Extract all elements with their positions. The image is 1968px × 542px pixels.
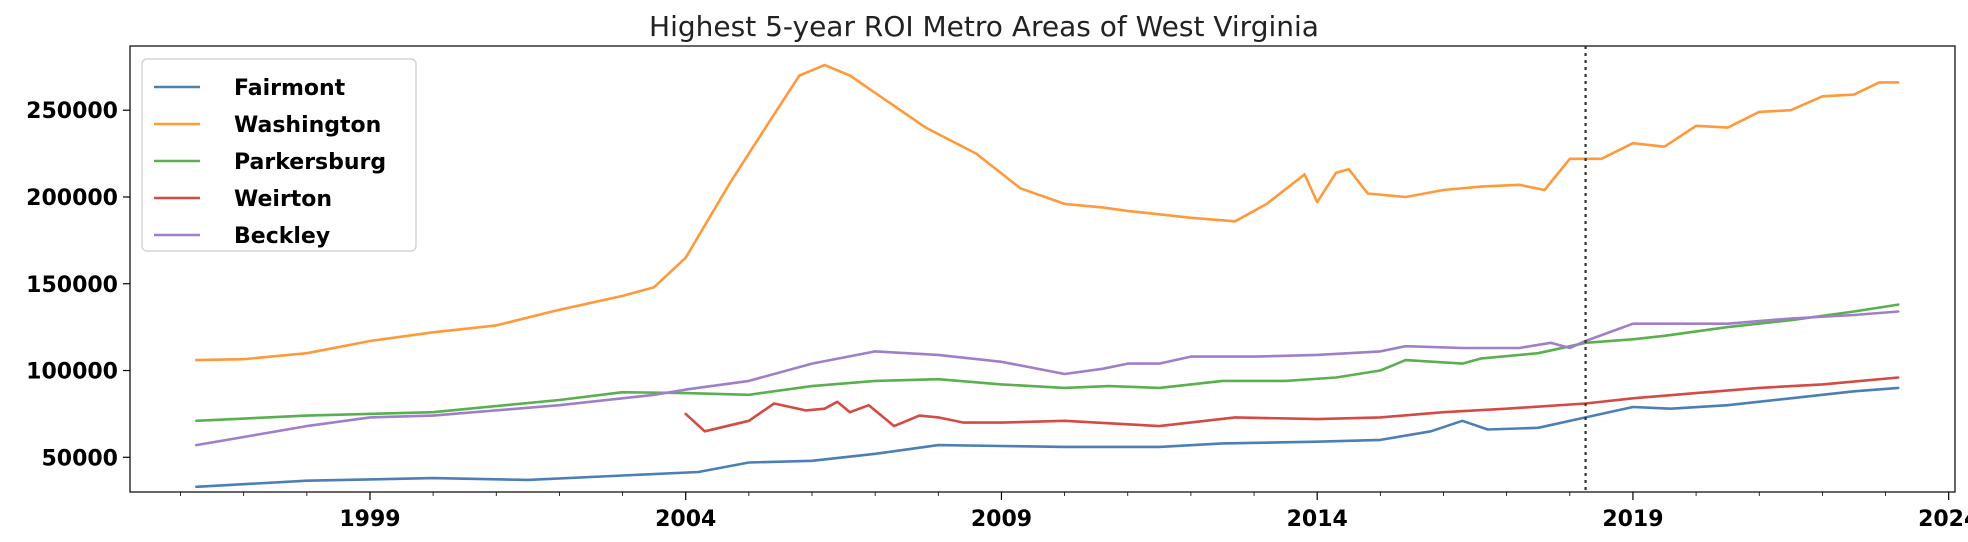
- x-tick-label: 2014: [1287, 507, 1348, 532]
- legend: Fairmont Washington Parkersburg Weirton Beck…: [141, 58, 417, 252]
- series-line-weirton: [684, 376, 1900, 433]
- series-line-parkersburg: [195, 303, 1900, 423]
- series-line-washington: [195, 63, 1900, 362]
- x-tick-label: 1999: [339, 507, 400, 532]
- series-group: [195, 63, 1900, 489]
- x-tick-label: 2004: [655, 507, 716, 532]
- x-tick-label: 2019: [1602, 507, 1663, 532]
- chart-title: Highest 5-year ROI Metro Areas of West V…: [649, 10, 1319, 43]
- y-axis: 50000 100000 150000 200000 250000: [26, 99, 130, 471]
- legend-label-parkersburg: Parkersburg: [234, 150, 386, 175]
- series-line-beckley: [195, 310, 1900, 447]
- y-tick-label: 250000: [26, 99, 118, 124]
- y-tick-label: 50000: [41, 446, 118, 471]
- x-axis: 1999 2004 2009 2014 2019 2024: [180, 492, 1968, 532]
- series-line-fairmont: [195, 386, 1900, 489]
- y-tick-label: 150000: [26, 273, 118, 298]
- x-tick-label: 2024: [1918, 507, 1968, 532]
- legend-label-fairmont: Fairmont: [234, 76, 346, 101]
- axes-frame: [129, 45, 1956, 493]
- y-tick-label: 100000: [26, 360, 118, 385]
- legend-label-washington: Washington: [234, 113, 381, 138]
- legend-box: [141, 58, 417, 252]
- plot-area: [129, 45, 1956, 493]
- legend-label-weirton: Weirton: [234, 187, 332, 212]
- legend-label-beckley: Beckley: [234, 224, 330, 249]
- y-tick-label: 200000: [26, 186, 118, 211]
- x-tick-label: 2009: [971, 507, 1032, 532]
